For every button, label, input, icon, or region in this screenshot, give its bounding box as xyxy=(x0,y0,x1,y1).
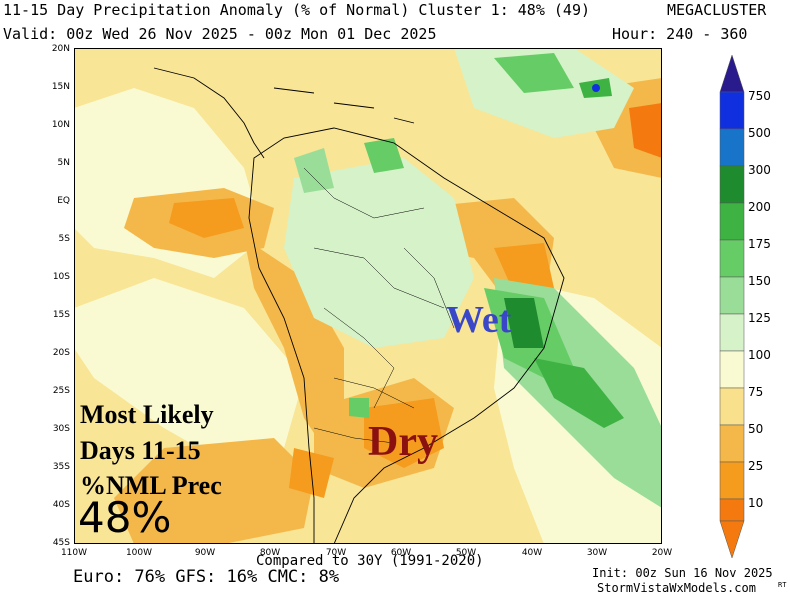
lon-label: 110W xyxy=(60,548,88,558)
anomaly-dry-peru-chile-coast xyxy=(244,238,344,448)
colorbar-swatch xyxy=(719,239,745,278)
colorbar-swatch xyxy=(719,424,745,463)
lat-label: EQ xyxy=(57,196,70,206)
anomaly-dry-southern-pacific xyxy=(114,438,314,544)
wet-label: Wet xyxy=(446,299,512,341)
colorbar xyxy=(719,55,745,559)
lat-label: 15S xyxy=(52,310,70,320)
anomaly-wet-colombia xyxy=(294,148,334,193)
lon-label: 80W xyxy=(259,548,281,558)
forecast-hour: Hour: 240 - 360 xyxy=(612,25,748,43)
colorbar-label: 150 xyxy=(748,274,771,288)
anomaly-wet-guianas xyxy=(364,138,404,173)
anomaly-wet-north-atlantic xyxy=(454,48,634,138)
lat-label: 20N xyxy=(51,44,70,54)
colorbar-swatch xyxy=(719,128,745,167)
valid-period: Valid: 00z Wed 26 Nov 2025 - 00z Mon 01 … xyxy=(3,25,437,43)
colorbar-label: 200 xyxy=(748,200,771,214)
init-time: Init: 00z Sun 16 Nov 2025 xyxy=(592,566,773,580)
colorbar-swatch xyxy=(719,276,745,315)
lon-label: 100W xyxy=(125,548,153,558)
colorbar-label: 25 xyxy=(748,459,764,473)
lon-label: 60W xyxy=(390,548,412,558)
site-credit: StormVistaWxModels.com xyxy=(597,581,756,595)
dry-label: Dry xyxy=(368,419,438,465)
colorbar-label: 300 xyxy=(748,163,771,177)
colorbar-bottom-arrow xyxy=(719,520,745,559)
lon-label: 90W xyxy=(194,548,216,558)
anomaly-wet-atlantic-core xyxy=(534,358,624,428)
lat-label: 25S xyxy=(52,386,70,396)
most-likely-line2: Days 11-15 xyxy=(80,436,201,465)
anomaly-very-dry-east-atlantic xyxy=(629,103,662,158)
colorbar-label: 500 xyxy=(748,126,771,140)
lon-label: 30W xyxy=(586,548,608,558)
colorbar-swatch xyxy=(719,202,745,241)
colorbar-swatch xyxy=(719,165,745,204)
anomaly-very-dry-uruguay xyxy=(364,398,444,468)
most-likely-line3: %NML Prec xyxy=(80,471,222,500)
trademark-mark: RT xyxy=(778,581,787,589)
colorbar-label: 50 xyxy=(748,422,764,436)
colorbar-swatch xyxy=(719,313,745,352)
climatology-note: Compared to 30Y (1991-2020) xyxy=(256,553,484,569)
anomaly-wet-peak xyxy=(592,84,600,92)
lat-label: 5N xyxy=(57,158,70,168)
colorbar-top-arrow xyxy=(719,55,745,93)
anomaly-wet-brazil-core xyxy=(504,298,544,348)
lat-label: 40S xyxy=(52,500,70,510)
lon-label: 70W xyxy=(325,548,347,558)
anomaly-wet-north-atlantic-core xyxy=(494,53,574,93)
map-title: 11-15 Day Precipitation Anomaly (% of No… xyxy=(3,1,590,19)
colorbar-label: 125 xyxy=(748,311,771,325)
lat-label: 5S xyxy=(58,234,70,244)
anomaly-very-dry-pacific xyxy=(169,198,244,238)
map-frame xyxy=(74,48,662,544)
brand-label: MEGACLUSTER xyxy=(667,1,767,19)
lat-label: 35S xyxy=(52,462,70,472)
colorbar-swatch xyxy=(719,387,745,426)
colorbar-label: 100 xyxy=(748,348,771,362)
anomaly-wet-paraguay xyxy=(349,398,369,418)
precip-anomaly-map xyxy=(74,48,662,544)
coastline-caribbean-islands xyxy=(273,87,415,124)
most-likely-line1: Most Likely xyxy=(80,400,214,429)
colorbar-swatch xyxy=(719,498,745,522)
lon-label: 20W xyxy=(651,548,673,558)
lat-label: 20S xyxy=(52,348,70,358)
colorbar-swatch xyxy=(719,461,745,500)
coastline-south-america xyxy=(248,127,565,544)
colorbar-label: 10 xyxy=(748,496,764,510)
coastline-central-america xyxy=(153,67,265,159)
cluster-percent: 48% xyxy=(78,493,172,542)
lat-label: 30S xyxy=(52,424,70,434)
model-weights: Euro: 76% GFS: 16% CMC: 8% xyxy=(73,567,340,587)
anomaly-wet-amazon xyxy=(284,158,474,348)
colorbar-label: 750 xyxy=(748,89,771,103)
lat-label: 10S xyxy=(52,272,70,282)
anomaly-near-normal-south-pacific xyxy=(74,278,304,468)
lat-label: 45S xyxy=(52,538,70,548)
lat-label: 15N xyxy=(51,82,70,92)
colorbar-swatch xyxy=(719,350,745,389)
lat-label: 10N xyxy=(51,120,70,130)
lon-label: 40W xyxy=(521,548,543,558)
country-borders xyxy=(303,167,455,444)
colorbar-label: 75 xyxy=(748,385,764,399)
lon-label: 50W xyxy=(455,548,477,558)
colorbar-swatch xyxy=(719,91,745,130)
colorbar-label: 175 xyxy=(748,237,771,251)
